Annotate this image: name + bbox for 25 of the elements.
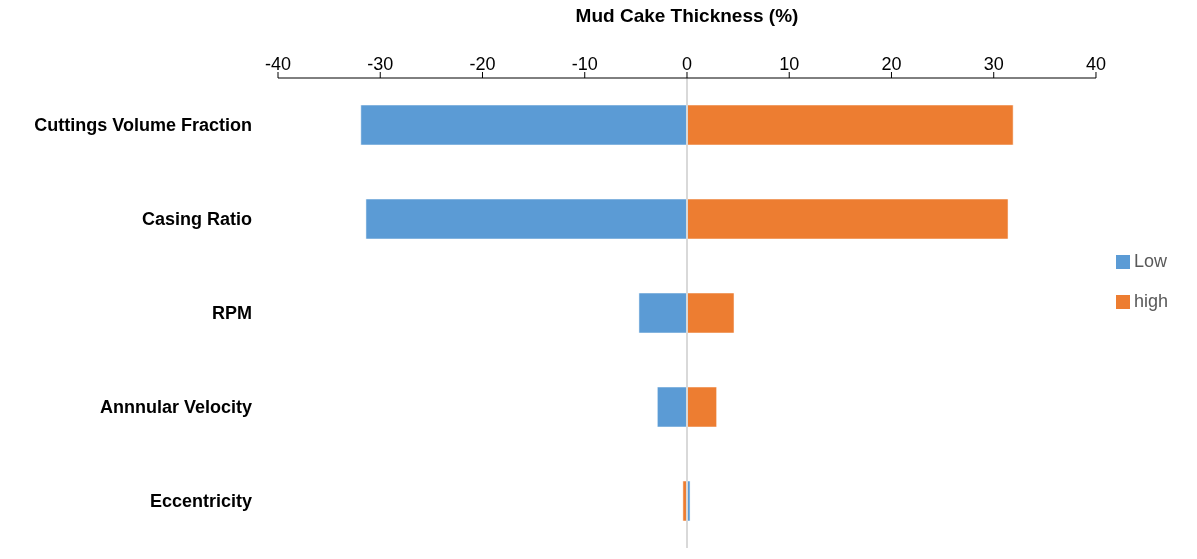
y-tick-label: Cuttings Volume Fraction: [34, 115, 252, 136]
x-tick-label: -20: [469, 54, 496, 74]
legend-label: high: [1133, 290, 1168, 311]
x-tick-label: -30: [367, 54, 394, 74]
y-tick-label: Annnular Velocity: [99, 397, 252, 418]
bar: [686, 386, 718, 428]
x-tick-label: 10: [779, 54, 800, 74]
bar: [686, 104, 1014, 146]
bar: [360, 104, 688, 146]
bar: [656, 386, 688, 428]
bar: [638, 292, 688, 334]
x-axis-title: Mud Cake Thickness (%): [575, 4, 799, 26]
y-tick-label: Eccentricity: [149, 491, 252, 512]
x-tick-label: -10: [571, 54, 598, 74]
y-tick-label: RPM: [212, 303, 252, 324]
y-tick-label: Casing Ratio: [141, 209, 252, 230]
legend-label: Low: [1133, 250, 1167, 271]
x-tick-label: 0: [681, 54, 692, 74]
x-tick-label: 40: [1085, 54, 1106, 74]
bar: [365, 198, 688, 240]
x-tick-label: 20: [881, 54, 902, 74]
bar: [686, 292, 735, 334]
x-tick-label: 30: [983, 54, 1004, 74]
x-tick-label: -40: [264, 54, 292, 74]
bar: [686, 198, 1009, 240]
